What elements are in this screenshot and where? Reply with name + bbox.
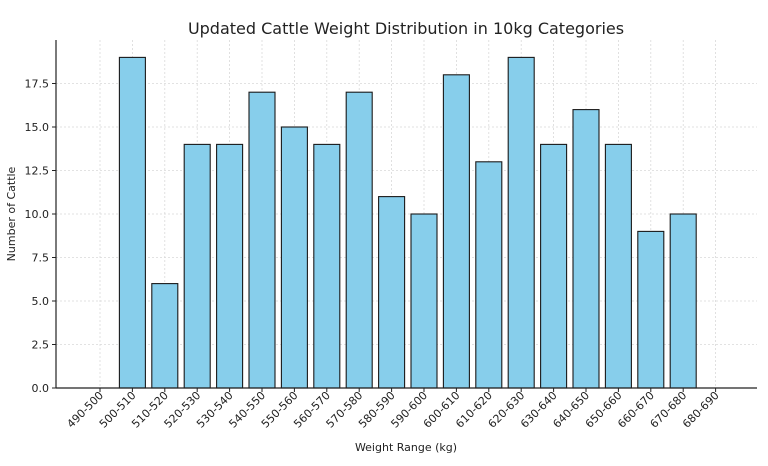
bar-520-530 — [183, 143, 211, 389]
bar-610-620 — [475, 161, 503, 389]
bar-650-660 — [604, 143, 632, 389]
bar-540-550 — [248, 91, 276, 389]
bar-510-520 — [151, 283, 179, 389]
y-tick-label: 0.0 — [32, 382, 50, 395]
y-tick-labels: 0.0 2.5 5.0 7.5 10.0 12.5 15.0 17.5 — [25, 78, 50, 396]
y-tick-label: 10.0 — [25, 208, 50, 221]
chart-title: Updated Cattle Weight Distribution in 10… — [188, 19, 624, 38]
bar-590-600 — [410, 213, 438, 389]
y-tick-label: 17.5 — [25, 78, 50, 91]
bar-530-540 — [216, 143, 244, 389]
y-tick-label: 12.5 — [25, 165, 50, 178]
x-axis-label: Weight Range (kg) — [355, 441, 457, 454]
bar-570-580 — [345, 91, 373, 389]
bar-640-650 — [572, 109, 600, 389]
bar-600-610 — [442, 74, 470, 389]
bars — [118, 56, 697, 389]
bar-630-640 — [540, 143, 568, 389]
axes — [52, 40, 757, 392]
bar-560-570 — [313, 143, 341, 389]
bar-580-590 — [378, 196, 406, 389]
bar-620-630 — [507, 56, 535, 389]
x-tick-labels: 490-500500-510510-520520-530530-540540-5… — [64, 389, 721, 431]
y-tick-label: 5.0 — [32, 295, 50, 308]
bar-550-560 — [280, 126, 308, 389]
bar-500-510 — [118, 56, 146, 389]
y-tick-label: 15.0 — [25, 121, 50, 134]
y-tick-label: 2.5 — [32, 339, 50, 352]
bar-670-680 — [669, 213, 697, 389]
y-axis-label: Number of Cattle — [5, 166, 18, 261]
bar-660-670 — [637, 230, 665, 389]
y-tick-label: 7.5 — [32, 252, 50, 265]
